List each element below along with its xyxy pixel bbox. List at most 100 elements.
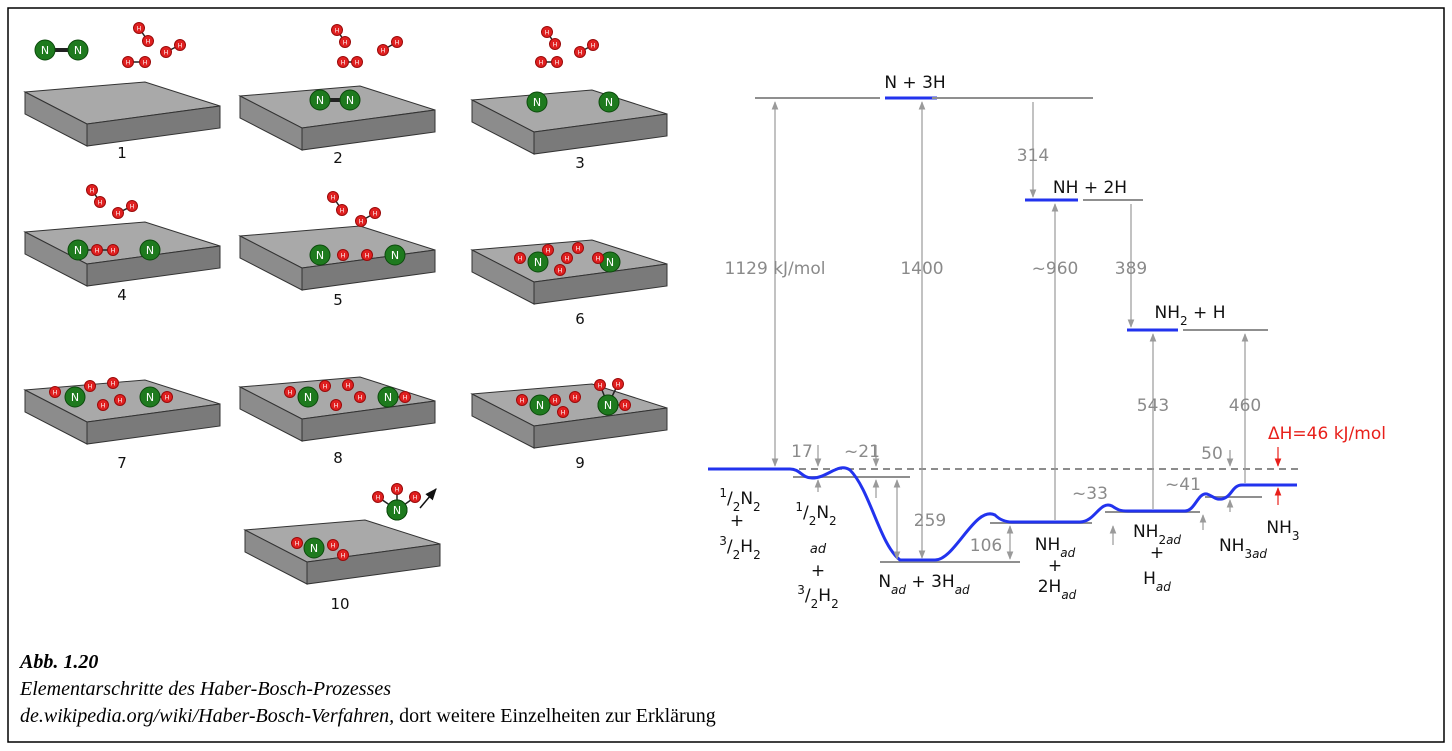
- atom-symbol: H: [111, 248, 116, 255]
- label-part: 50: [1201, 444, 1223, 464]
- label-part: 17: [791, 442, 813, 462]
- diagram-label: +: [1150, 543, 1164, 563]
- label-part: 3: [1292, 529, 1300, 543]
- atom-symbol: H: [178, 43, 183, 50]
- body: {"panels": ["1", "2", "3", "4", "5", "6"…: [0, 0, 1452, 751]
- page: Haber-Bosch body { margin: 0; background…: [0, 0, 1452, 751]
- diagram-label: 106: [970, 536, 1002, 556]
- diagram-label: 389: [1115, 259, 1147, 279]
- diagram-label: 3/2H2: [719, 534, 760, 562]
- figure-number: Abb. 1.20: [18, 651, 98, 673]
- atom-symbol: H: [137, 26, 142, 33]
- label-part: + 3H: [906, 572, 955, 592]
- atom-symbol: H: [395, 40, 400, 47]
- panel-number: 8: [333, 449, 343, 467]
- atom-symbol: H: [126, 60, 131, 67]
- atom-symbol: H: [90, 188, 95, 195]
- atom-symbol: H: [118, 398, 123, 405]
- panel-number: 6: [575, 310, 585, 328]
- label-part: 1129 kJ/mol: [725, 259, 826, 279]
- atom-symbol: H: [598, 383, 603, 390]
- source-note: dort weitere Einzelheiten zur Erklärung: [399, 705, 716, 727]
- label-part: ad: [810, 542, 827, 557]
- panel-number: 1: [117, 144, 127, 162]
- atom-symbol: N: [393, 504, 401, 517]
- diagram-label: 543: [1137, 396, 1169, 416]
- label-part: ad: [1061, 588, 1076, 602]
- panel-number: 7: [117, 454, 127, 472]
- atom-symbol: N: [604, 399, 612, 412]
- atom-symbol: H: [596, 256, 601, 263]
- atom-symbol: H: [334, 403, 339, 410]
- label-part: NH: [1219, 536, 1245, 556]
- diagram-label: Had: [1143, 569, 1171, 594]
- diagram-label: NH3ad: [1219, 536, 1267, 561]
- diagram-label: Nad + 3Had: [878, 572, 970, 597]
- diagram-label: 460: [1229, 396, 1261, 416]
- atom-symbol: H: [539, 60, 544, 67]
- diagram-label: ΔH=46 kJ/mol: [1268, 424, 1386, 444]
- atom-symbol: N: [316, 94, 324, 107]
- atom-symbol: H: [146, 39, 151, 46]
- diagram-label: 3/2H2: [797, 583, 838, 611]
- atom-symbol: N: [41, 44, 49, 57]
- label-part: +: [1048, 556, 1062, 576]
- label-part: N: [740, 489, 753, 509]
- atom-symbol: H: [165, 395, 170, 402]
- label-part: NH: [1155, 303, 1181, 323]
- atom-symbol: H: [558, 268, 563, 275]
- label-part: ad: [1166, 533, 1181, 547]
- diagram-label: 314: [1017, 146, 1049, 166]
- desorption-arrow: [420, 489, 436, 508]
- figure: 12345678910NNHHHHHHNNHHHHHHNNHHHHHHNHHNH…: [0, 0, 1452, 751]
- atom-symbol: H: [358, 395, 363, 402]
- label-part: N + 3H: [884, 73, 945, 93]
- label-part: 106: [970, 536, 1002, 556]
- diagram-label: +: [1048, 556, 1062, 576]
- diagram-label: 2Had: [1038, 577, 1077, 602]
- atom-symbol: H: [561, 410, 566, 417]
- panel-number: 4: [117, 286, 127, 304]
- label-part: 2: [753, 500, 761, 514]
- atom-symbol: N: [346, 94, 354, 107]
- label-part: ~21: [844, 442, 880, 462]
- label-part: ad: [955, 583, 970, 597]
- diagram-label: 1129 kJ/mol: [725, 259, 826, 279]
- atom-symbol: H: [343, 40, 348, 47]
- atom-symbol: H: [355, 60, 360, 67]
- atom-symbol: H: [341, 60, 346, 67]
- atom-symbol: H: [341, 253, 346, 260]
- label-part: ad: [1252, 547, 1267, 561]
- label-part: 314: [1017, 146, 1049, 166]
- panel-number: 2: [333, 149, 343, 167]
- diagram-label: 1/2N2: [719, 486, 760, 514]
- figure-title: Elementarschritte des Haber-Bosch-Prozes…: [19, 678, 391, 700]
- atom-symbol: H: [111, 381, 116, 388]
- atom-symbol: N: [533, 96, 541, 109]
- atom-symbol: H: [623, 403, 628, 410]
- labels: N + 3H314NH + 2H1129 kJ/mol1400~960389NH…: [719, 73, 1386, 611]
- diagram-label: 17: [791, 442, 813, 462]
- label-part: 543: [1137, 396, 1169, 416]
- atom-symbol: H: [518, 256, 523, 263]
- label-part: NH: [1035, 535, 1061, 555]
- atom-symbol: N: [391, 249, 399, 262]
- panel-number: 9: [575, 454, 585, 472]
- atom-symbol: H: [545, 30, 550, 37]
- atom-symbol: N: [534, 256, 542, 269]
- label-part: 2: [733, 548, 741, 562]
- label-part: 2: [809, 514, 817, 528]
- label-part: 389: [1115, 259, 1147, 279]
- label-part: NH + 2H: [1053, 178, 1127, 198]
- atom-symbol: H: [288, 390, 293, 397]
- atom-symbol: N: [304, 391, 312, 404]
- atom-symbol: N: [384, 391, 392, 404]
- atom-symbol: H: [143, 60, 148, 67]
- atom-symbol: H: [591, 43, 596, 50]
- atom-symbol: H: [403, 395, 408, 402]
- label-part: ΔH=46 kJ/mol: [1268, 424, 1386, 444]
- label-part: + H: [1188, 303, 1226, 323]
- atom-symbol: H: [95, 248, 100, 255]
- atom-symbol: H: [335, 28, 340, 35]
- label-part: N: [816, 503, 829, 523]
